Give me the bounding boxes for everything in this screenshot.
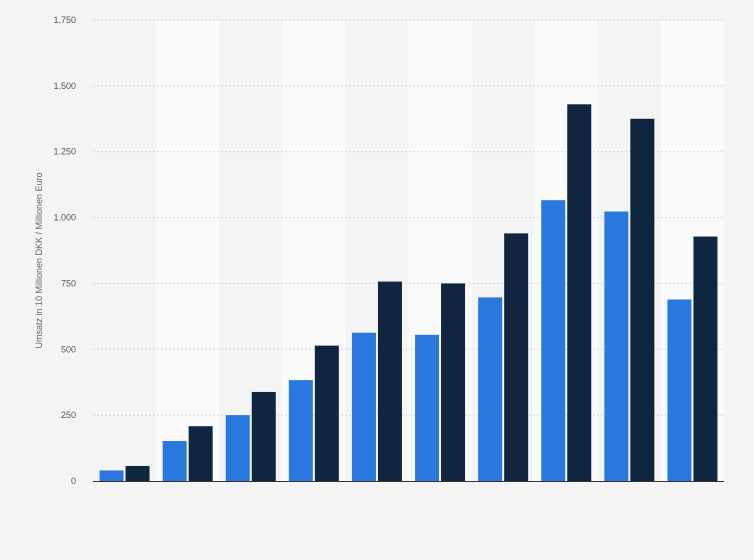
plot-band <box>156 20 220 481</box>
y-tick-label: 250 <box>61 410 76 420</box>
bar-series-2 <box>188 426 213 481</box>
bar-series-2 <box>630 118 655 482</box>
y-axis-ticks: 0 250 500 750 1.000 1.250 1.500 1.750 <box>53 15 76 486</box>
bar-series-1 <box>541 200 566 481</box>
bar-series-2 <box>693 236 718 481</box>
y-axis-title: Umsatz in 10 Millionen DKK / Millionen E… <box>34 172 44 348</box>
y-tick-label: 0 <box>71 476 76 486</box>
y-tick-label: 1.500 <box>53 81 76 91</box>
bars <box>99 104 718 482</box>
y-tick-label: 1.750 <box>53 15 76 25</box>
bar-series-2 <box>504 233 529 481</box>
y-tick-label: 1.250 <box>53 147 76 157</box>
bar-series-1 <box>351 332 376 481</box>
bar-series-1 <box>162 440 187 481</box>
bar-series-2 <box>377 281 402 481</box>
bar-series-1 <box>415 334 440 481</box>
bar-series-2 <box>314 345 339 481</box>
bar-series-2 <box>125 465 150 481</box>
bar-series-1 <box>99 470 124 481</box>
y-tick-label: 750 <box>61 278 76 288</box>
bar-series-2 <box>251 391 276 481</box>
y-tick-label: 500 <box>61 344 76 354</box>
bar-series-1 <box>604 211 629 481</box>
bar-series-2 <box>441 283 466 481</box>
bar-series-2 <box>567 104 592 481</box>
bar-series-1 <box>288 380 313 481</box>
y-tick-label: 1.000 <box>53 213 76 223</box>
bar-series-1 <box>667 299 692 481</box>
bar-series-1 <box>478 297 503 481</box>
bar-series-1 <box>225 415 250 481</box>
